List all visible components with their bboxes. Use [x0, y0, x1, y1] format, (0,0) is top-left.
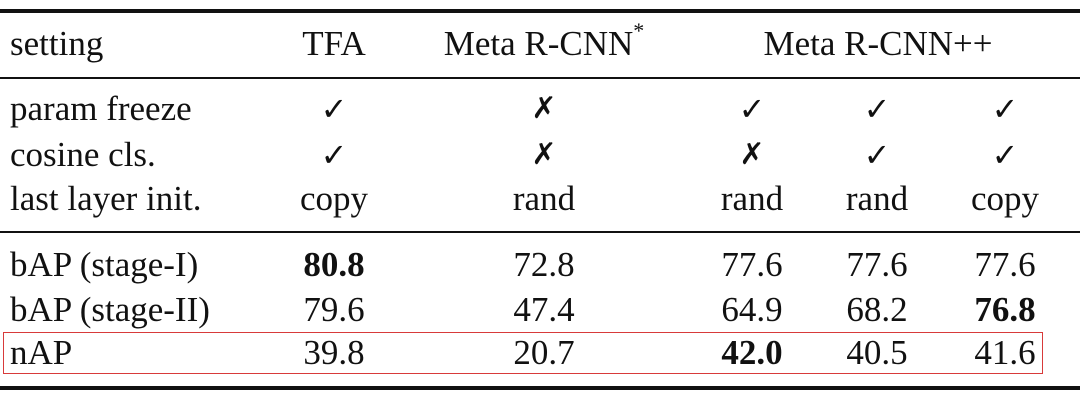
header-setting: setting: [10, 24, 104, 63]
row-label-bap-stage-1: bAP (stage-I): [10, 245, 199, 284]
table-cell: 47.4: [513, 290, 575, 329]
table-cell: rand: [720, 179, 784, 218]
table-cell: 80.8: [303, 245, 365, 284]
cross-mark: ✗: [739, 137, 765, 172]
table-cell: rand: [512, 179, 576, 218]
header-meta-rcnn: Meta R-CNN*: [443, 18, 645, 63]
table-cell: 79.6: [303, 290, 365, 329]
mid-rule: [0, 231, 1080, 233]
table-cell: 41.6: [974, 333, 1036, 372]
table-cell: rand: [845, 179, 909, 218]
table-cell: 77.6: [846, 245, 908, 284]
table-cell: copy: [299, 179, 369, 218]
row-label-param-freeze: param freeze: [10, 89, 192, 128]
table-cell: 68.2: [846, 290, 908, 329]
check-mark: ✓: [863, 136, 891, 174]
highlight-box: [3, 332, 1043, 374]
table-cell: 77.6: [974, 245, 1036, 284]
row-label-nap: nAP: [10, 333, 73, 372]
check-mark: ✓: [991, 90, 1019, 128]
table-cell: 77.6: [721, 245, 783, 284]
table-cell: 40.5: [846, 333, 908, 372]
row-label-last-layer-init: last layer init.: [10, 179, 202, 218]
cross-mark: ✗: [531, 91, 557, 126]
header-rule: [0, 77, 1080, 79]
header-meta-rcnn-pp: Meta R-CNN++: [763, 24, 993, 63]
check-mark: ✓: [320, 136, 348, 174]
top-rule: [0, 9, 1080, 13]
table-cell: 76.8: [974, 290, 1036, 329]
table-cell: 20.7: [513, 333, 575, 372]
bottom-rule: [0, 386, 1080, 390]
table-cell: copy: [970, 179, 1040, 218]
row-label-bap-stage-2: bAP (stage-II): [10, 290, 210, 329]
table-cell: 72.8: [513, 245, 575, 284]
table-cell: 42.0: [721, 333, 783, 372]
table-cell: 64.9: [721, 290, 783, 329]
check-mark: ✓: [991, 136, 1019, 174]
table-cell: 39.8: [303, 333, 365, 372]
row-label-cosine-cls: cosine cls.: [10, 135, 156, 174]
check-mark: ✓: [863, 90, 891, 128]
check-mark: ✓: [320, 90, 348, 128]
check-mark: ✓: [738, 90, 766, 128]
cross-mark: ✗: [531, 137, 557, 172]
header-tfa: TFA: [302, 24, 366, 63]
